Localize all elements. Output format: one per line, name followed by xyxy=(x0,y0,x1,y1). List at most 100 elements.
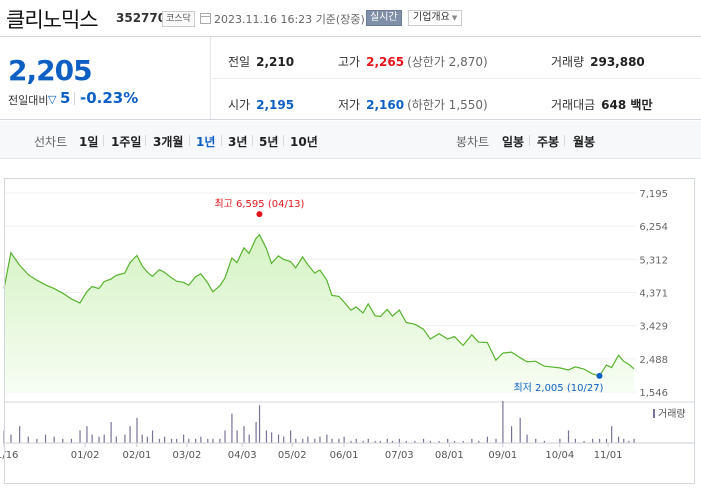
volume-bar xyxy=(486,436,488,443)
volume-bar xyxy=(295,438,297,443)
candle-monthly[interactable]: 월봉 xyxy=(573,135,596,149)
divider xyxy=(210,78,701,79)
volume-bar xyxy=(495,438,497,443)
y-tick-label: 6,254 xyxy=(639,222,668,233)
volume-bar xyxy=(151,430,154,443)
volume-legend-swatch xyxy=(653,409,655,418)
volume: 거래량 293,880 xyxy=(551,53,645,70)
stock-header: 클리노믹스 352770 코스닥 2023.11.16 16:23 기준(장중)… xyxy=(0,0,701,36)
volume-bar xyxy=(44,434,47,443)
volume-bar xyxy=(355,438,357,443)
x-tick-label: 06/01 xyxy=(330,450,359,461)
volume-bar xyxy=(307,436,309,443)
range-10y[interactable]: 10년 xyxy=(290,135,318,149)
prev-close: 전일 2,210 xyxy=(228,53,294,70)
min-point-marker xyxy=(596,372,603,379)
range-1w[interactable]: 1주일 xyxy=(111,135,142,149)
x-tick-label: 05/02 xyxy=(278,450,307,461)
volume-bar xyxy=(10,434,12,443)
range-3y[interactable]: 3년 xyxy=(228,135,248,149)
realtime-badge[interactable]: 실시간 xyxy=(366,10,402,26)
volume-legend: 거래량 xyxy=(653,408,686,420)
volume-bar xyxy=(27,436,29,443)
volume-bar xyxy=(277,434,280,443)
volume-bar xyxy=(379,440,381,443)
volume-bar xyxy=(633,438,635,443)
volume-bar xyxy=(422,438,425,443)
y-tick-label: 4,371 xyxy=(639,288,668,299)
volume-bar xyxy=(471,438,473,443)
volume-bar xyxy=(136,417,138,443)
volume-bar xyxy=(183,434,185,443)
range-1d[interactable]: 1일 xyxy=(79,135,99,149)
range-1y[interactable]: 1년 xyxy=(196,135,216,149)
y-tick-label: 5,312 xyxy=(639,255,668,266)
divider xyxy=(189,135,190,146)
volume-bar xyxy=(598,438,601,443)
volume-bar xyxy=(338,438,340,443)
divider xyxy=(145,135,146,146)
volume-bar xyxy=(592,438,594,443)
volume-bar xyxy=(115,436,117,443)
candle-weekly[interactable]: 주봉 xyxy=(537,135,560,149)
datetime-text: 2023.11.16 16:23 xyxy=(214,13,313,26)
volume-bar xyxy=(158,438,161,443)
chevron-down-icon: ▼ xyxy=(451,14,458,22)
volume-bar xyxy=(605,438,608,443)
divider xyxy=(103,135,104,146)
volume-bar xyxy=(146,436,148,443)
volume-bar xyxy=(62,438,64,443)
y-axis: 7,195 6,254 5,312 4,371 3,429 2,488 1,546 xyxy=(639,189,668,399)
low-label: 저가 xyxy=(338,98,361,112)
x-tick-label: 11/01 xyxy=(594,450,623,461)
volume-bar xyxy=(559,438,561,443)
volume-bar xyxy=(543,440,545,443)
volume-bar xyxy=(70,438,73,443)
volume-bar xyxy=(188,438,190,443)
chart-range-bar: 선차트 1일 1주일 3개월 1년 3년 5년 10년 봉차트 일봉 주봉 월봉 xyxy=(0,121,701,159)
max-point-label: 최고 6,595 (04/13) xyxy=(214,198,304,210)
volume-bar xyxy=(164,436,166,443)
volume-bar xyxy=(103,434,105,443)
divider xyxy=(221,135,222,146)
volume-value: 293,880 xyxy=(590,55,645,69)
price-area xyxy=(3,233,635,392)
price-line xyxy=(3,233,635,377)
volume-bar xyxy=(462,440,464,443)
volume-bar xyxy=(290,430,292,443)
range-3m[interactable]: 3개월 xyxy=(153,135,184,149)
quote-datetime: 2023.11.16 16:23 기준(장중) xyxy=(214,11,365,27)
volume-bar xyxy=(391,440,394,443)
divider xyxy=(529,135,530,146)
volume-bar xyxy=(231,413,233,443)
divider xyxy=(564,135,565,146)
volume-bar xyxy=(36,438,38,443)
range-5y[interactable]: 5년 xyxy=(259,135,279,149)
volume-bar xyxy=(176,438,178,443)
volume-bar xyxy=(265,430,268,443)
change-value: 5 xyxy=(60,89,71,107)
y-tick-label: 1,546 xyxy=(639,388,668,399)
volume-bar xyxy=(583,440,585,443)
candle-chart-label: 봉차트 xyxy=(456,135,490,149)
volume-bar xyxy=(374,440,376,443)
x-tick-label: 11/16 xyxy=(0,450,18,461)
volume-bar xyxy=(574,438,577,443)
company-info-dropdown[interactable]: 기업개요 ▼ xyxy=(408,10,463,26)
volume-bar xyxy=(362,440,364,443)
divider xyxy=(74,92,75,105)
volume-bar xyxy=(271,432,273,443)
line-chart-label: 선차트 xyxy=(34,135,68,149)
volume-bars xyxy=(3,401,695,444)
open-value: 2,195 xyxy=(256,98,295,112)
divider xyxy=(283,135,284,146)
x-tick-label: 09/01 xyxy=(488,450,517,461)
volume-legend-label: 거래량 xyxy=(658,408,686,420)
high-label: 고가 xyxy=(338,55,361,69)
low-value: 2,160 xyxy=(366,98,405,112)
market-badge: 코스닥 xyxy=(162,11,195,27)
volume-bar xyxy=(283,436,285,443)
company-info-label: 기업개요 xyxy=(413,12,450,23)
annotations: 최고 6,595 (04/13) 최저 2,005 (10/27) xyxy=(214,198,603,394)
candle-daily[interactable]: 일봉 xyxy=(502,135,525,149)
